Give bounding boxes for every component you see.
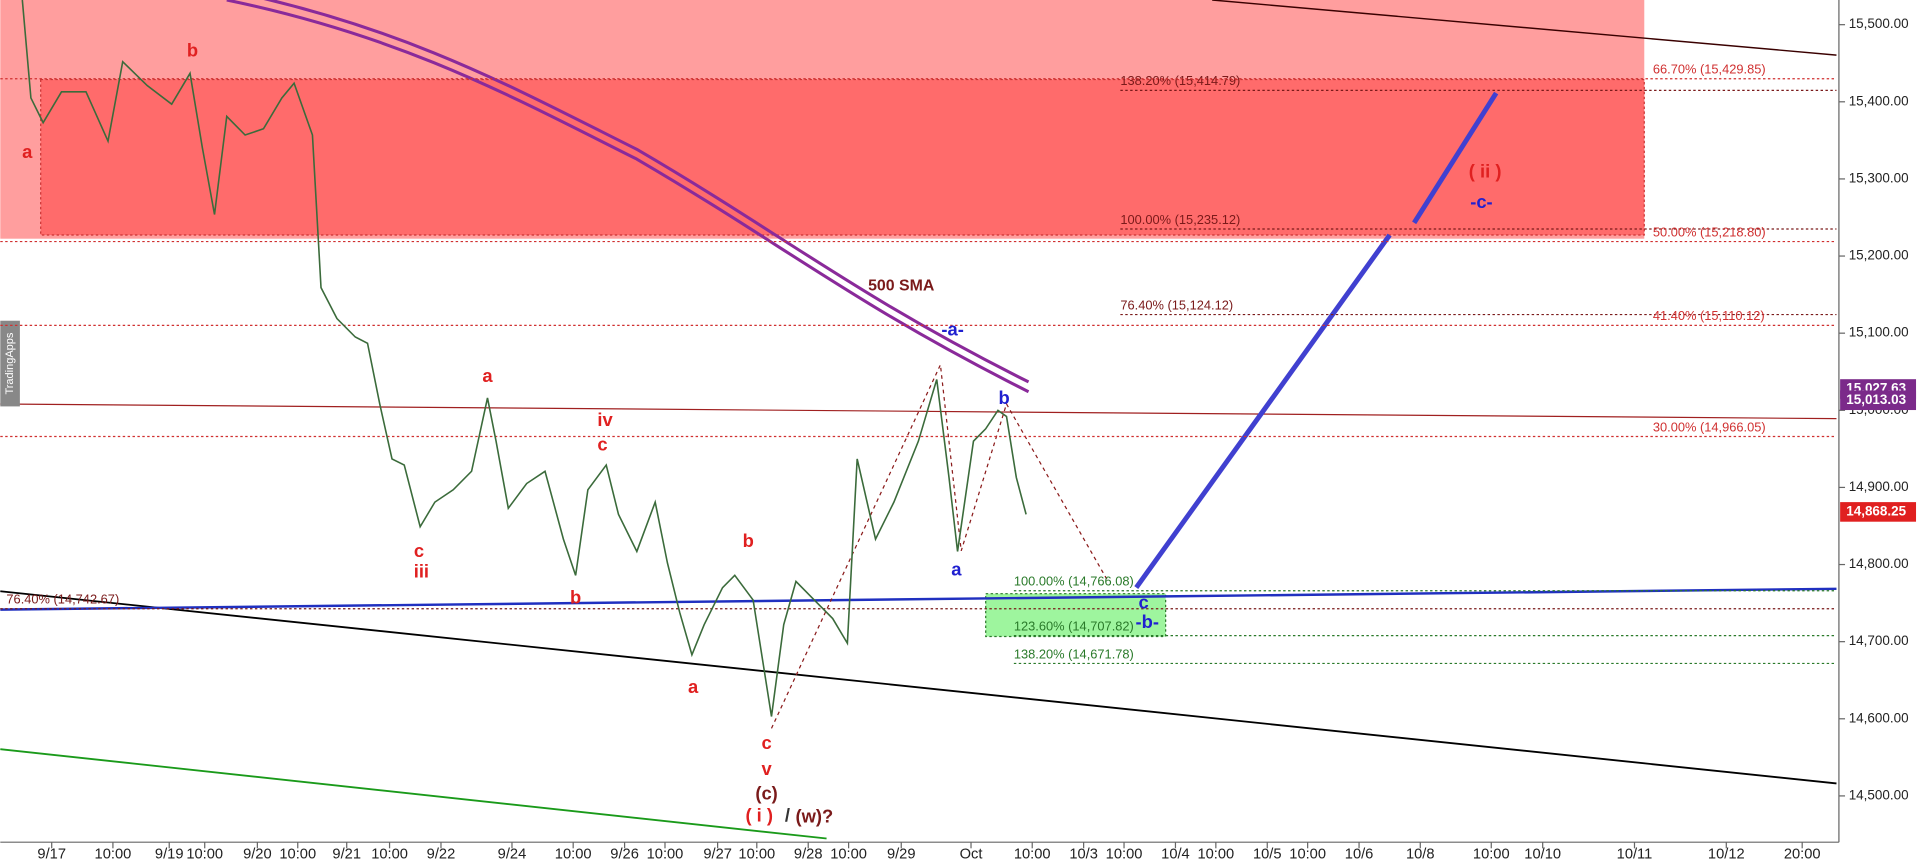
x-tick-label: 10/8 [1406, 846, 1435, 862]
x-tick-label: 10:00 [555, 846, 592, 862]
x-tick-label: 9/28 [794, 846, 823, 862]
wave-label: b [570, 586, 581, 607]
y-tick-label: 14,500.00 [1849, 787, 1909, 802]
y-tick-label: 15,300.00 [1849, 170, 1909, 185]
fib-label: 76.40% (15,124.12) [1120, 297, 1233, 312]
price-tag: 14,868.25 [1846, 503, 1906, 518]
x-tick-label: 9/20 [243, 846, 272, 862]
wave-label: (c) [755, 782, 777, 803]
projection [770, 362, 1109, 729]
wave-label: a [22, 141, 33, 162]
x-tick-label: 9/24 [498, 846, 527, 862]
x-tick-label: 10:00 [279, 846, 316, 862]
wave-label: (w)? [795, 806, 833, 827]
channel-line [0, 590, 1837, 785]
wave-label: a [951, 558, 962, 579]
wave-label: / [785, 804, 790, 825]
wave-label: v [761, 758, 772, 779]
x-tick-label: 10:00 [1197, 846, 1234, 862]
fib-label: 66.70% (15,429.85) [1653, 62, 1766, 77]
x-tick-label: 10:00 [1289, 846, 1326, 862]
x-tick-label: 9/26 [610, 846, 639, 862]
x-tick-label: 10/11 [1617, 846, 1653, 862]
fib-label: 50.00% (15,218.80) [1653, 224, 1766, 239]
x-tick-label: 9/29 [887, 846, 916, 862]
wave-label: iv [597, 409, 613, 430]
fib-label: 123.60% (14,707.82) [1014, 618, 1134, 633]
wave-label: ( ii ) [1469, 160, 1502, 181]
x-tick-label: 10:00 [647, 846, 684, 862]
wave-label: ( i ) [745, 804, 773, 825]
price-tag-bg [1840, 390, 1917, 411]
watermark: TradingApps [4, 332, 16, 394]
y-tick-label: 14,600.00 [1849, 710, 1909, 725]
resistance-zone-core [40, 78, 1645, 236]
x-tick-label: 10:00 [1014, 846, 1051, 862]
wave-label: c [414, 540, 424, 561]
trend-line [0, 403, 1837, 420]
fib-label: 138.20% (14,671.78) [1014, 646, 1134, 661]
projection-arrow [1134, 233, 1392, 590]
x-tick-label: 10/12 [1708, 846, 1745, 862]
x-tick-label: 10:00 [186, 846, 223, 862]
y-tick-label: 15,400.00 [1849, 93, 1909, 108]
price-tag: 15,013.03 [1846, 392, 1906, 407]
y-tick-label: 15,500.00 [1849, 16, 1909, 31]
projection-arrow [1412, 91, 1499, 225]
x-tick-label: 9/19 [155, 846, 184, 862]
x-tick-label: 10:00 [830, 846, 867, 862]
x-tick-label: 10:00 [1106, 846, 1143, 862]
sma-line [226, 0, 1030, 394]
x-tick-label: 9/27 [703, 846, 732, 862]
wave-label: -a- [941, 318, 963, 339]
wave-label: a [482, 365, 493, 386]
channel-line [0, 748, 827, 840]
support-zone [985, 593, 1167, 638]
x-tick-label: 9/21 [332, 846, 361, 862]
wave-label: -c- [1470, 191, 1492, 212]
wave-label: iii [414, 561, 429, 582]
fib-label: 41.40% (15,110.12) [1653, 308, 1765, 323]
x-tick-label: 10:00 [738, 846, 775, 862]
x-tick-label: 10/5 [1253, 846, 1282, 862]
y-tick-label: 15,100.00 [1849, 325, 1909, 340]
wave-label: c [761, 732, 771, 753]
wave-label: c [597, 433, 607, 454]
wave-label: -b- [1136, 611, 1159, 632]
trend-line [0, 587, 1837, 611]
wave-label: b [743, 530, 754, 551]
x-tick-label: 10:00 [1473, 846, 1510, 862]
wave-label: b [187, 39, 198, 60]
x-tick-label: 10/4 [1161, 846, 1190, 862]
x-tick-label: Oct [960, 846, 983, 862]
price-line [21, 0, 1027, 717]
wave-label: b [998, 387, 1009, 408]
wave-label: c [1139, 591, 1149, 612]
x-tick-label: 20:00 [1784, 846, 1821, 862]
watermark-box [0, 320, 20, 407]
y-tick-label: 15,200.00 [1849, 248, 1909, 263]
sma-line [263, 0, 1030, 384]
x-tick-label: 10/3 [1069, 846, 1098, 862]
trend-line [1212, 0, 1837, 56]
x-tick-label: 10/10 [1524, 846, 1561, 862]
fib-label: 100.00% (15,235.12) [1120, 212, 1240, 227]
x-tick-label: 9/22 [427, 846, 456, 862]
x-tick-label: 10/6 [1345, 846, 1374, 862]
fib-label: 138.20% (15,414.79) [1120, 73, 1240, 88]
x-tick-label: 10:00 [95, 846, 132, 862]
wave-label: a [688, 676, 699, 697]
fib-label: 76.40% (14,742.67) [6, 592, 119, 607]
y-tick-label: 14,700.00 [1849, 633, 1909, 648]
wave-label: 500 SMA [868, 278, 935, 295]
x-tick-label: 10:00 [371, 846, 408, 862]
y-tick-label: 14,800.00 [1849, 556, 1909, 571]
x-tick-label: 9/17 [37, 846, 66, 862]
fib-label: 30.00% (14,966.05) [1653, 419, 1766, 434]
y-tick-label: 14,900.00 [1849, 479, 1909, 494]
fib-label: 100.00% (14,766.08) [1014, 574, 1134, 589]
price-tag-bg [1840, 502, 1917, 522]
